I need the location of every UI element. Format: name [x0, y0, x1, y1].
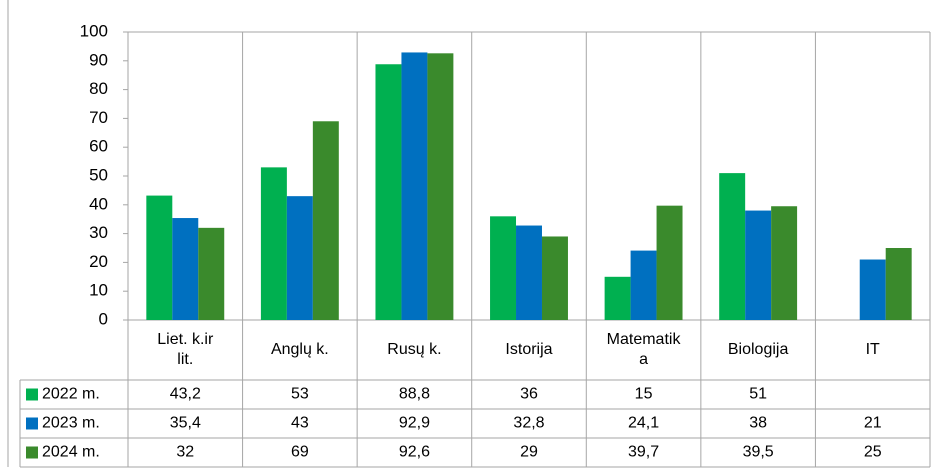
legend-label: 2024 m.	[42, 444, 100, 461]
bar	[286, 196, 313, 320]
bar	[630, 250, 657, 320]
category-cell: Rusų k.	[387, 341, 442, 358]
table-value: 92,9	[399, 415, 430, 432]
bar	[427, 53, 454, 320]
category-cell: Biologija	[727, 341, 789, 358]
bar	[859, 259, 886, 320]
category-cell: Istorija	[505, 341, 553, 358]
bar	[312, 121, 339, 320]
table-value: 36	[520, 386, 538, 403]
bar	[516, 225, 542, 320]
bar	[198, 227, 225, 320]
table-value: 32,8	[513, 415, 544, 432]
table-value: 24,1	[628, 415, 659, 432]
x-tick-label: IT	[865, 341, 880, 358]
bar	[172, 218, 199, 320]
bar	[656, 205, 683, 320]
table-value: 43	[291, 415, 309, 432]
y-tick-label: 100	[80, 21, 108, 40]
table-value: 43,2	[170, 386, 201, 403]
table-value: 35,4	[170, 415, 201, 432]
y-tick-label: 0	[99, 309, 108, 328]
y-tick-label: 60	[89, 137, 108, 156]
table-value: 32	[176, 444, 194, 461]
x-tick-label: Istorija	[505, 341, 553, 358]
table-value: 39,5	[743, 444, 774, 461]
table-value: 92,6	[399, 444, 430, 461]
y-tick-label: 30	[89, 223, 108, 242]
y-tick-label: 90	[89, 50, 108, 69]
table-value: 29	[520, 444, 538, 461]
table-value: 69	[291, 444, 309, 461]
bar	[146, 195, 173, 320]
y-tick-label: 20	[89, 252, 108, 271]
legend-swatch	[26, 446, 38, 459]
bar	[885, 248, 912, 320]
x-tick-label: Biologija	[727, 341, 789, 358]
legend-label: 2023 m.	[42, 415, 100, 432]
table-value: 88,8	[399, 386, 430, 403]
x-tick-label: Matematika	[606, 331, 681, 368]
x-tick-label: Rusų k.	[387, 341, 442, 358]
table-value: 51	[749, 386, 767, 403]
category-cell: IT	[865, 341, 880, 358]
x-tick-label: Anglų k.	[270, 341, 329, 358]
table-value: 38	[749, 415, 767, 432]
table-value: 21	[864, 415, 882, 432]
legend-swatch	[26, 417, 38, 430]
legend-label: 2022 m.	[42, 386, 100, 403]
bar	[401, 52, 428, 320]
bar	[719, 173, 746, 320]
y-tick-label: 10	[89, 281, 108, 300]
y-tick-label: 80	[89, 79, 108, 98]
bar	[541, 236, 568, 320]
bar	[604, 276, 631, 320]
y-tick-label: 40	[89, 194, 108, 213]
bar	[490, 216, 517, 320]
table-value: 39,7	[628, 444, 659, 461]
table-value: 25	[864, 444, 882, 461]
table-value: 53	[291, 386, 309, 403]
bar	[375, 64, 402, 320]
x-tick-label: Liet. k.ir lit.	[157, 331, 214, 368]
y-tick-label: 50	[89, 165, 108, 184]
table-value: 15	[635, 386, 653, 403]
category-cell: Matematika	[606, 331, 681, 368]
bar	[260, 167, 287, 320]
category-cell: Anglų k.	[270, 341, 329, 358]
bar	[745, 210, 772, 320]
bar	[771, 206, 798, 320]
category-cell: Liet. k.ir lit.	[157, 331, 214, 368]
y-tick-label: 70	[89, 108, 108, 127]
legend-swatch	[26, 388, 38, 401]
